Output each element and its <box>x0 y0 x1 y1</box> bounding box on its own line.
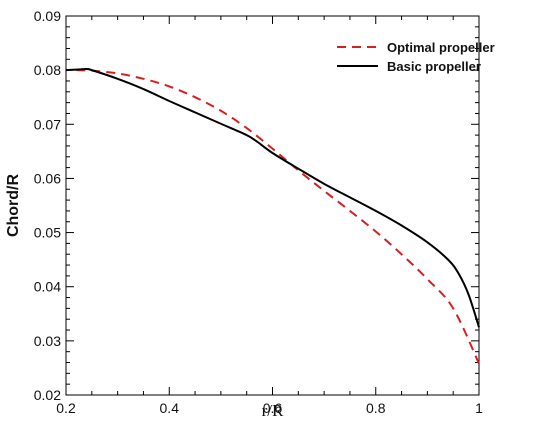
y-tick-label: 0.04 <box>34 279 61 295</box>
y-tick-label: 0.02 <box>34 387 61 403</box>
legend-label-optimal: Optimal propeller <box>387 40 495 55</box>
legend: Optimal propeller Basic propeller <box>337 40 495 74</box>
y-tick-label: 0.07 <box>34 116 61 132</box>
x-tick-label: 0.4 <box>160 400 180 416</box>
x-tick-label: 0.8 <box>366 400 386 416</box>
series-line-optimal-propeller <box>76 69 480 365</box>
y-axis-label: Chord/R <box>5 174 22 238</box>
legend-label-basic: Basic propeller <box>387 59 481 74</box>
x-tick-label: 1 <box>475 400 483 416</box>
y-tick-label: 0.05 <box>34 225 61 241</box>
x-tick-label: 0.6 <box>263 400 283 416</box>
x-axis-label: r/R <box>262 401 284 420</box>
axes: 0.2 0.4 0.6 0.8 1 0.02 0.03 0.04 0.05 0.06 0.07 0.0… <box>34 8 483 416</box>
x-tick-label: 0.2 <box>56 400 76 416</box>
y-tick-label: 0.09 <box>34 8 61 24</box>
y-tick-label: 0.03 <box>34 333 61 349</box>
series-lines <box>65 68 480 365</box>
series-line-basic-propeller <box>65 68 480 328</box>
y-tick-label: 0.08 <box>34 62 61 78</box>
y-tick-label: 0.06 <box>34 170 61 186</box>
